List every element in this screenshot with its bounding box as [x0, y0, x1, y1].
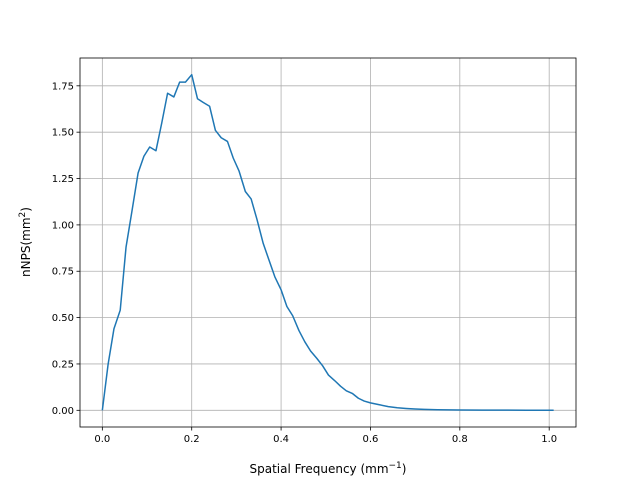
x-tick-label: 0.6: [362, 434, 378, 445]
y-tick-label: 0.00: [52, 406, 74, 417]
x-tick-label: 1.0: [541, 434, 557, 445]
y-tick-label: 1.25: [52, 174, 74, 185]
x-axis-label: Spatial Frequency (mm−1): [250, 461, 407, 476]
y-tick-label: 0.50: [52, 313, 74, 324]
y-tick-label: 1.50: [52, 128, 74, 139]
x-tick-label: 0.2: [184, 434, 200, 445]
plot-frame: [79, 57, 577, 428]
x-tick-label: 0.4: [273, 434, 289, 445]
series-group: [101, 73, 554, 412]
y-tick-label: 0.75: [52, 267, 74, 278]
y-axis-label: nNPS(mm2): [18, 207, 33, 277]
y-tick-label: 1.75: [52, 81, 74, 92]
y-tick-label: 1.00: [52, 220, 74, 231]
series-line: [101, 73, 554, 412]
y-tick-label: 0.25: [52, 359, 74, 370]
x-tick-label: 0.8: [452, 434, 468, 445]
grid: [80, 58, 576, 427]
x-tick-label: 0.0: [94, 434, 110, 445]
ticks: 0.0 0.2 0.4 0.6 0.8 1.0 0.00 0.25 0.50 0.75 1.00 1.…: [52, 81, 557, 445]
